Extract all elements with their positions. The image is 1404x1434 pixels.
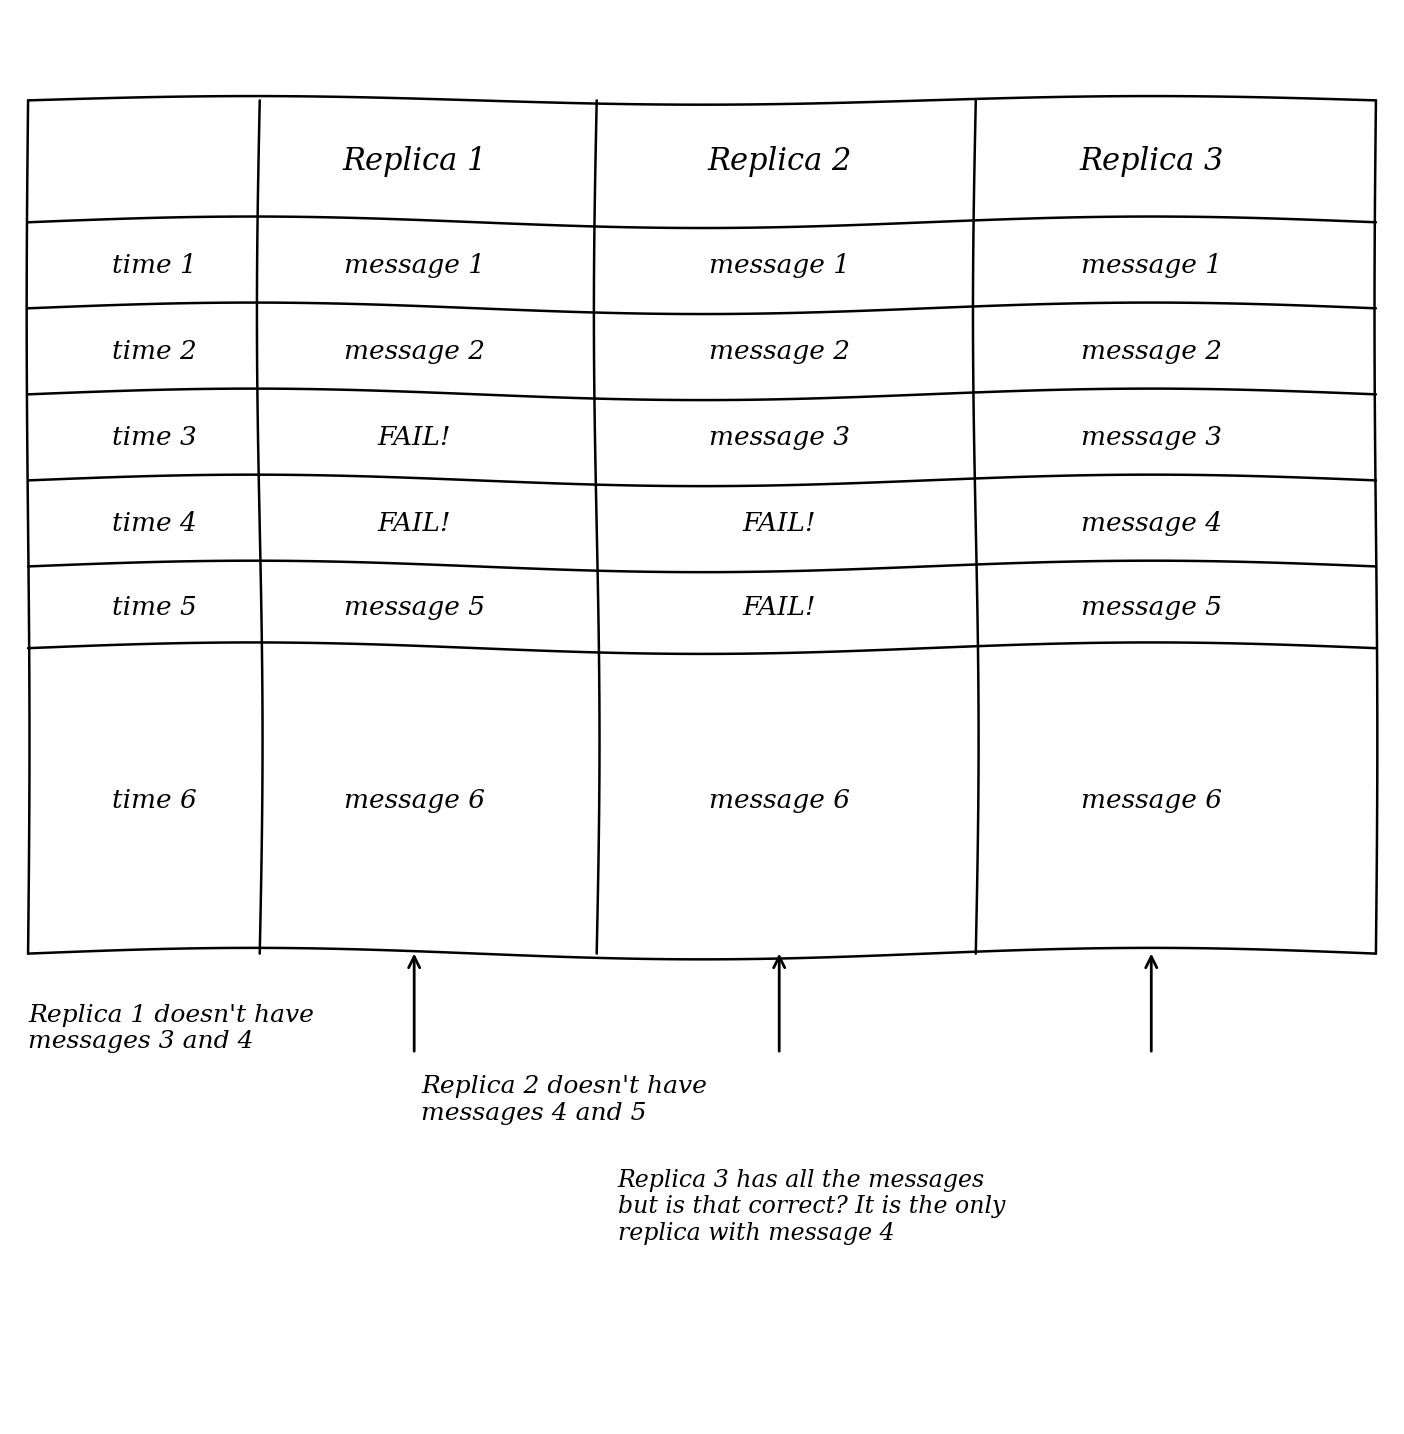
Text: FAIL!: FAIL! bbox=[743, 511, 816, 536]
Text: Replica 2: Replica 2 bbox=[708, 146, 851, 176]
Text: time 4: time 4 bbox=[112, 511, 197, 536]
Text: Replica 1: Replica 1 bbox=[343, 146, 486, 176]
Text: FAIL!: FAIL! bbox=[743, 595, 816, 619]
Text: Replica 2 doesn't have
messages 4 and 5: Replica 2 doesn't have messages 4 and 5 bbox=[421, 1076, 708, 1126]
Text: message 5: message 5 bbox=[344, 595, 484, 619]
Text: message 4: message 4 bbox=[1081, 511, 1221, 536]
Text: time 2: time 2 bbox=[112, 338, 197, 364]
Text: time 3: time 3 bbox=[112, 424, 197, 450]
Text: FAIL!: FAIL! bbox=[378, 511, 451, 536]
Text: message 3: message 3 bbox=[709, 424, 849, 450]
Text: message 6: message 6 bbox=[709, 789, 849, 813]
Text: message 6: message 6 bbox=[344, 789, 484, 813]
Text: FAIL!: FAIL! bbox=[378, 424, 451, 450]
Text: message 6: message 6 bbox=[1081, 789, 1221, 813]
Text: time 6: time 6 bbox=[112, 789, 197, 813]
Text: message 1: message 1 bbox=[1081, 252, 1221, 278]
Text: message 2: message 2 bbox=[1081, 338, 1221, 364]
Text: message 2: message 2 bbox=[709, 338, 849, 364]
Text: time 5: time 5 bbox=[112, 595, 197, 619]
Text: message 1: message 1 bbox=[344, 252, 484, 278]
Text: Replica 3: Replica 3 bbox=[1080, 146, 1223, 176]
Text: message 3: message 3 bbox=[1081, 424, 1221, 450]
Text: time 1: time 1 bbox=[112, 252, 197, 278]
Text: Replica 3 has all the messages
but is that correct? It is the only
replica with : Replica 3 has all the messages but is th… bbox=[618, 1169, 1005, 1245]
Text: message 1: message 1 bbox=[709, 252, 849, 278]
Text: message 2: message 2 bbox=[344, 338, 484, 364]
Text: message 5: message 5 bbox=[1081, 595, 1221, 619]
Text: Replica 1 doesn't have
messages 3 and 4: Replica 1 doesn't have messages 3 and 4 bbox=[28, 1004, 314, 1054]
